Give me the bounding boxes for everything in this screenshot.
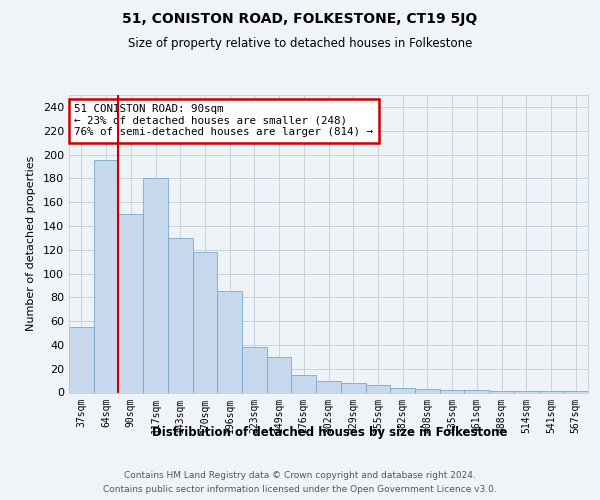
Y-axis label: Number of detached properties: Number of detached properties bbox=[26, 156, 36, 332]
Bar bbox=[69, 327, 94, 392]
Bar bbox=[118, 214, 143, 392]
Bar bbox=[217, 292, 242, 392]
Bar bbox=[415, 389, 440, 392]
Bar bbox=[341, 383, 365, 392]
Text: Size of property relative to detached houses in Folkestone: Size of property relative to detached ho… bbox=[128, 38, 472, 51]
Bar bbox=[316, 380, 341, 392]
Text: 51 CONISTON ROAD: 90sqm
← 23% of detached houses are smaller (248)
76% of semi-d: 51 CONISTON ROAD: 90sqm ← 23% of detache… bbox=[74, 104, 373, 137]
Bar bbox=[168, 238, 193, 392]
Bar bbox=[193, 252, 217, 392]
Bar bbox=[365, 386, 390, 392]
Bar bbox=[390, 388, 415, 392]
Bar bbox=[292, 374, 316, 392]
Bar bbox=[94, 160, 118, 392]
Bar bbox=[242, 348, 267, 393]
Bar bbox=[143, 178, 168, 392]
Bar bbox=[464, 390, 489, 392]
Text: Distribution of detached houses by size in Folkestone: Distribution of detached houses by size … bbox=[152, 426, 508, 439]
Bar bbox=[440, 390, 464, 392]
Text: Contains HM Land Registry data © Crown copyright and database right 2024.: Contains HM Land Registry data © Crown c… bbox=[124, 472, 476, 480]
Text: Contains public sector information licensed under the Open Government Licence v3: Contains public sector information licen… bbox=[103, 484, 497, 494]
Text: 51, CONISTON ROAD, FOLKESTONE, CT19 5JQ: 51, CONISTON ROAD, FOLKESTONE, CT19 5JQ bbox=[122, 12, 478, 26]
Bar bbox=[267, 357, 292, 392]
